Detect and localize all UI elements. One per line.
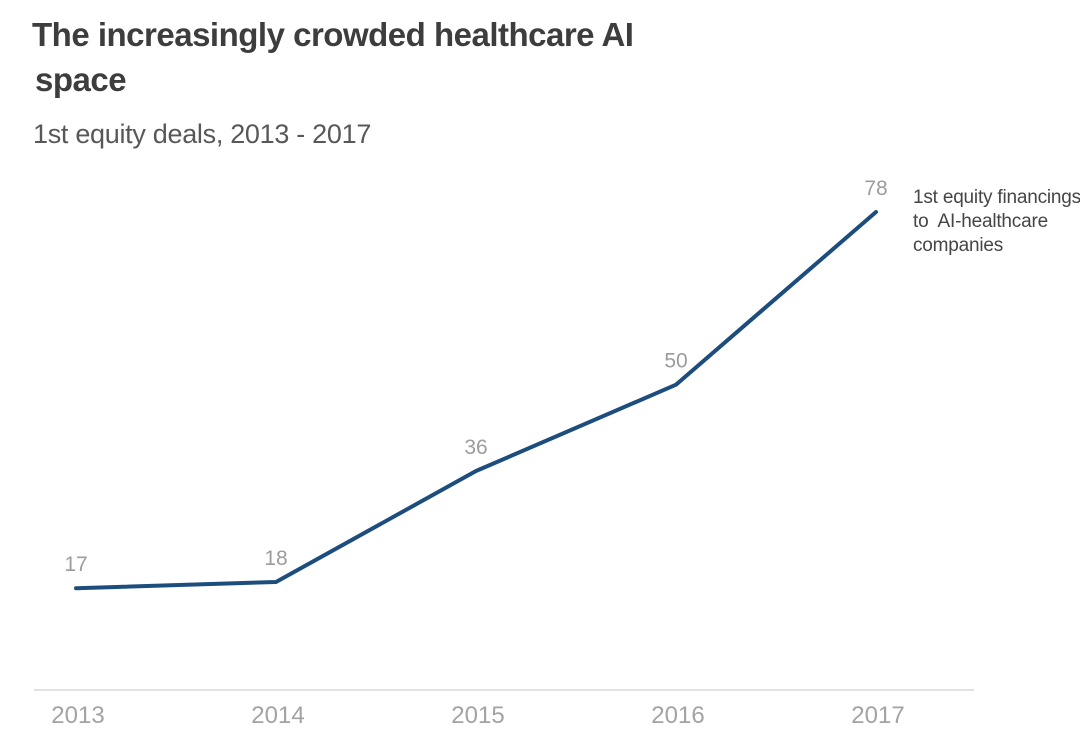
x-axis-label: 2015: [451, 702, 504, 729]
page-title: The increasingly crowded healthcare AI sp…: [32, 12, 634, 102]
data-point-label: 36: [464, 436, 487, 459]
x-axis-label: 2017: [851, 702, 904, 729]
data-point-label: 17: [64, 553, 87, 576]
series-annotation-line1: 1st equity financings: [913, 187, 1080, 208]
x-axis-label: 2014: [251, 702, 304, 729]
series-annotation-line2: to AI-healthcare: [913, 211, 1048, 232]
page-title-line2: space: [35, 61, 127, 98]
data-point-label: 50: [664, 350, 687, 373]
data-line: [74, 210, 878, 591]
data-point-label: 18: [264, 547, 287, 570]
chart-subtitle: 1st equity deals, 2013 - 2017: [33, 119, 372, 149]
data-point-label: 78: [864, 177, 887, 200]
series-annotation-line3: companies: [913, 235, 1004, 256]
x-axis-label: 2016: [651, 702, 704, 729]
page-title-line1: The increasingly crowded healthcare AI: [32, 16, 634, 53]
x-axis-label: 2013: [51, 702, 104, 729]
series-annotation: 1st equity financings to AI-healthcare c…: [913, 186, 1080, 258]
